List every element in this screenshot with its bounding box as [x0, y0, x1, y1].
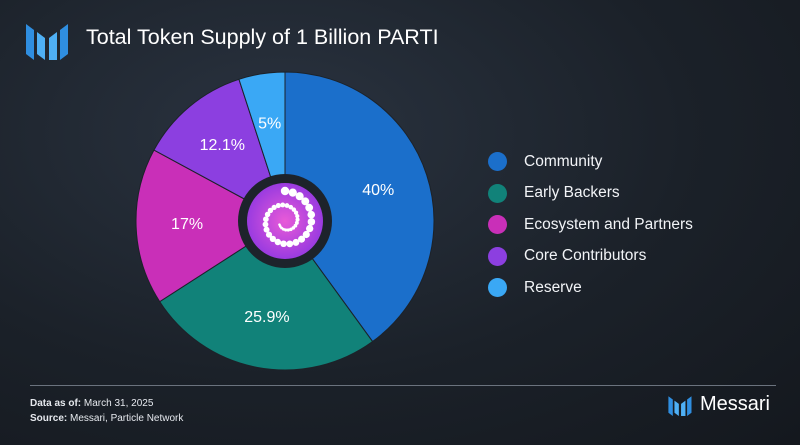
- pie-slice-ecosystem-and-partners: [135, 149, 286, 303]
- footer-divider: [30, 385, 776, 386]
- data-as-of-line: Data as of: March 31, 2025: [30, 398, 153, 409]
- legend-item-early-backers: Early Backers: [488, 178, 693, 210]
- pie-slice-early-backers: [159, 220, 374, 371]
- slice-value-label: 25.9%: [244, 309, 289, 326]
- legend-label: Community: [524, 152, 603, 170]
- legend-swatch: [488, 246, 507, 266]
- slice-value-label: 17%: [171, 216, 203, 233]
- legend-swatch: [488, 152, 507, 172]
- messari-brand: Messari: [668, 393, 770, 416]
- legend-item-community: Community: [488, 146, 693, 178]
- slice-value-label: 12.1%: [200, 137, 245, 154]
- data-as-of-value: March 31, 2025: [83, 398, 154, 409]
- slice-value-label: 40%: [362, 182, 394, 199]
- legend-swatch: [488, 215, 507, 235]
- source-line: Source: Messari, Particle Network: [30, 413, 183, 424]
- legend-label: Reserve: [524, 278, 582, 296]
- particle-network-logo-icon: [238, 174, 332, 268]
- source-value: Messari, Particle Network: [70, 413, 184, 424]
- brand-name: Messari: [699, 393, 770, 415]
- legend-label: Core Contributors: [524, 247, 647, 265]
- legend-item-core-contributors: Core Contributors: [488, 241, 693, 273]
- legend-item-ecosystem-and-partners: Ecosystem and Partners: [488, 209, 693, 241]
- data-as-of-label: Data as of:: [30, 398, 82, 409]
- slice-value-label: 5%: [258, 116, 281, 133]
- legend-swatch: [488, 278, 507, 298]
- messari-logo-icon: [668, 395, 692, 416]
- source-label: Source:: [30, 413, 68, 424]
- pie-slice-community: [284, 71, 435, 343]
- chart-legend: Community Early Backers Ecosystem and Part…: [488, 146, 693, 304]
- legend-label: Early Backers: [524, 184, 620, 202]
- legend-swatch: [488, 183, 507, 203]
- chart-title: Total Token Supply of 1 Billion PARTI: [86, 25, 439, 49]
- legend-item-reserve: Reserve: [488, 272, 693, 304]
- messari-logo-icon: [26, 24, 68, 60]
- pie-slice-core-contributors: [153, 78, 286, 223]
- legend-label: Ecosystem and Partners: [524, 215, 693, 233]
